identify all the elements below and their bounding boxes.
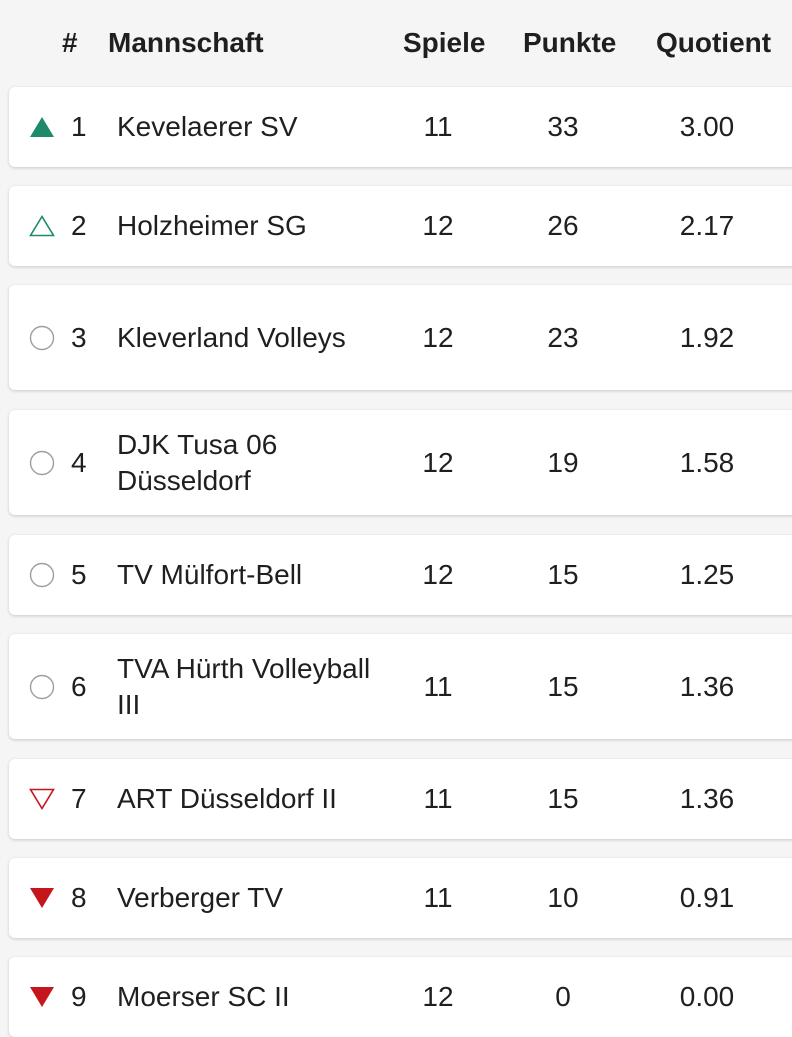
row-quotient: 1.58	[679, 446, 735, 478]
row-quotient: 1.36	[679, 670, 735, 702]
row-points: 19	[547, 446, 579, 478]
row-games: 11	[423, 783, 453, 814]
table-row[interactable]: 4 DJK Tusa 06 Düsseldorf 12 19 1.58	[9, 410, 792, 515]
down-filled-icon	[29, 885, 55, 911]
header-points[interactable]: Punkte	[523, 27, 617, 58]
row-games: 12	[422, 321, 454, 353]
row-points: 10	[547, 882, 579, 913]
row-games: 12	[422, 981, 454, 1012]
neutral-circle-icon	[29, 674, 55, 700]
row-games: 11	[423, 111, 453, 142]
row-points: 26	[547, 210, 579, 241]
header-games[interactable]: Spiele	[403, 27, 486, 58]
up-outline-icon	[29, 213, 55, 239]
table-row[interactable]: 9 Moerser SC II 12 0 0.00	[9, 957, 792, 1037]
table-row[interactable]: 2 Holzheimer SG 12 26 2.17	[9, 186, 792, 266]
header-team[interactable]: Mannschaft	[108, 27, 264, 58]
row-rank: 3	[71, 321, 87, 353]
row-points: 23	[547, 321, 579, 353]
row-rank: 8	[71, 882, 87, 913]
row-team[interactable]: Verberger TV	[117, 882, 284, 913]
row-quotient: 0.91	[679, 882, 735, 913]
table-row[interactable]: 5 TV Mülfort-Bell 12 15 1.25	[9, 535, 792, 615]
row-quotient: 1.36	[679, 783, 735, 814]
row-rank: 2	[71, 210, 87, 241]
row-points: 33	[547, 111, 579, 142]
row-points: 15	[547, 783, 579, 814]
table-row[interactable]: 3 Kleverland Volleys 12 23 1.92	[9, 285, 792, 390]
row-team[interactable]: TV Mülfort-Bell	[117, 559, 303, 590]
table-row[interactable]: 6 TVA Hürth Volleyball III 11 15 1.36	[9, 634, 792, 739]
down-outline-icon	[29, 786, 55, 812]
row-rank: 6	[71, 670, 87, 702]
row-points: 15	[547, 559, 579, 590]
row-rank: 9	[71, 981, 87, 1012]
row-team[interactable]: ART Düsseldorf II	[117, 783, 337, 814]
row-games: 12	[422, 559, 454, 590]
row-games: 12	[422, 210, 454, 241]
row-quotient: 0.00	[679, 981, 735, 1012]
row-rank: 5	[71, 559, 87, 590]
up-filled-icon	[29, 114, 55, 140]
neutral-circle-icon	[29, 450, 55, 476]
row-team[interactable]: Kleverland Volleys	[117, 321, 346, 353]
row-team[interactable]: TVA Hürth Volleyball III	[117, 652, 371, 720]
neutral-circle-icon	[29, 325, 55, 351]
table-row[interactable]: 1 Kevelaerer SV 11 33 3.00	[9, 87, 792, 167]
row-team[interactable]: Moerser SC II	[117, 981, 290, 1012]
row-team[interactable]: Holzheimer SG	[117, 210, 307, 241]
row-points: 0	[555, 981, 571, 1012]
row-rank: 4	[71, 446, 87, 478]
header-rank: #	[62, 27, 78, 58]
row-games: 11	[423, 670, 453, 702]
row-points: 15	[547, 670, 579, 702]
row-games: 12	[422, 446, 454, 478]
neutral-circle-icon	[29, 562, 55, 588]
table-row[interactable]: 8 Verberger TV 11 10 0.91	[9, 858, 792, 938]
header-quotient[interactable]: Quotient	[656, 27, 772, 58]
row-team[interactable]: DJK Tusa 06 Düsseldorf	[117, 428, 278, 496]
row-quotient: 1.25	[679, 559, 735, 590]
row-quotient: 3.00	[679, 111, 735, 142]
row-team[interactable]: Kevelaerer SV	[117, 111, 298, 142]
row-rank: 1	[71, 111, 87, 142]
row-rank: 7	[71, 783, 87, 814]
row-quotient: 1.92	[679, 321, 735, 353]
table-header: # Mannschaft Spiele Punkte Quotient	[0, 0, 792, 86]
down-filled-icon	[29, 984, 55, 1010]
table-row[interactable]: 7 ART Düsseldorf II 11 15 1.36	[9, 759, 792, 839]
row-games: 11	[423, 882, 453, 913]
row-quotient: 2.17	[679, 210, 735, 241]
